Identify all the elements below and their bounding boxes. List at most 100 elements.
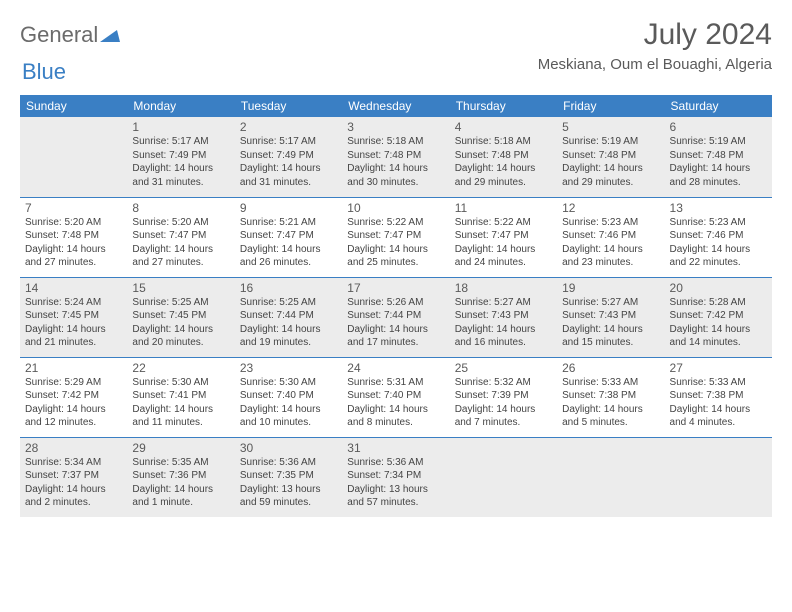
sunrise-text: Sunrise: 5:23 AM	[562, 216, 659, 230]
daylight-text: Daylight: 14 hours	[132, 483, 229, 497]
sunset-text: Sunset: 7:45 PM	[25, 309, 122, 323]
daylight-text: and 22 minutes.	[670, 256, 767, 270]
sunset-text: Sunset: 7:43 PM	[562, 309, 659, 323]
calendar-week-row: 14Sunrise: 5:24 AMSunset: 7:45 PMDayligh…	[20, 277, 772, 357]
daylight-text: Daylight: 14 hours	[347, 243, 444, 257]
daylight-text: and 20 minutes.	[132, 336, 229, 350]
sunset-text: Sunset: 7:38 PM	[562, 389, 659, 403]
sunset-text: Sunset: 7:40 PM	[240, 389, 337, 403]
calendar-day-cell: 22Sunrise: 5:30 AMSunset: 7:41 PMDayligh…	[127, 357, 234, 437]
calendar-day-cell: 15Sunrise: 5:25 AMSunset: 7:45 PMDayligh…	[127, 277, 234, 357]
daylight-text: and 15 minutes.	[562, 336, 659, 350]
sunrise-text: Sunrise: 5:17 AM	[132, 135, 229, 149]
day-number: 14	[25, 281, 122, 295]
day-number: 9	[240, 201, 337, 215]
daylight-text: Daylight: 14 hours	[562, 403, 659, 417]
day-number: 29	[132, 441, 229, 455]
daylight-text: and 19 minutes.	[240, 336, 337, 350]
sunrise-text: Sunrise: 5:22 AM	[455, 216, 552, 230]
daylight-text: and 1 minute.	[132, 496, 229, 510]
brand-logo: General	[20, 18, 120, 48]
sunrise-text: Sunrise: 5:30 AM	[240, 376, 337, 390]
calendar-day-cell: 2Sunrise: 5:17 AMSunset: 7:49 PMDaylight…	[235, 117, 342, 197]
sunrise-text: Sunrise: 5:30 AM	[132, 376, 229, 390]
day-number: 27	[670, 361, 767, 375]
daylight-text: Daylight: 14 hours	[455, 162, 552, 176]
calendar-day-cell: 1Sunrise: 5:17 AMSunset: 7:49 PMDaylight…	[127, 117, 234, 197]
calendar-week-row: 21Sunrise: 5:29 AMSunset: 7:42 PMDayligh…	[20, 357, 772, 437]
title-block: July 2024 Meskiana, Oum el Bouaghi, Alge…	[538, 18, 772, 73]
calendar-day-cell: 17Sunrise: 5:26 AMSunset: 7:44 PMDayligh…	[342, 277, 449, 357]
calendar-day-cell: 10Sunrise: 5:22 AMSunset: 7:47 PMDayligh…	[342, 197, 449, 277]
daylight-text: and 29 minutes.	[455, 176, 552, 190]
calendar-day-cell: 26Sunrise: 5:33 AMSunset: 7:38 PMDayligh…	[557, 357, 664, 437]
sunset-text: Sunset: 7:36 PM	[132, 469, 229, 483]
sunrise-text: Sunrise: 5:31 AM	[347, 376, 444, 390]
calendar-day-cell	[450, 437, 557, 517]
daylight-text: and 5 minutes.	[562, 416, 659, 430]
sunrise-text: Sunrise: 5:19 AM	[562, 135, 659, 149]
day-number: 25	[455, 361, 552, 375]
daylight-text: Daylight: 14 hours	[132, 243, 229, 257]
calendar-week-row: 7Sunrise: 5:20 AMSunset: 7:48 PMDaylight…	[20, 197, 772, 277]
daylight-text: and 24 minutes.	[455, 256, 552, 270]
day-number: 24	[347, 361, 444, 375]
daylight-text: and 8 minutes.	[347, 416, 444, 430]
daylight-text: and 23 minutes.	[562, 256, 659, 270]
calendar-day-cell: 21Sunrise: 5:29 AMSunset: 7:42 PMDayligh…	[20, 357, 127, 437]
sunrise-text: Sunrise: 5:32 AM	[455, 376, 552, 390]
sunrise-text: Sunrise: 5:29 AM	[25, 376, 122, 390]
daylight-text: and 14 minutes.	[670, 336, 767, 350]
daylight-text: and 29 minutes.	[562, 176, 659, 190]
sunrise-text: Sunrise: 5:25 AM	[240, 296, 337, 310]
day-number: 1	[132, 120, 229, 134]
daylight-text: and 16 minutes.	[455, 336, 552, 350]
calendar-day-cell: 9Sunrise: 5:21 AMSunset: 7:47 PMDaylight…	[235, 197, 342, 277]
daylight-text: Daylight: 14 hours	[455, 323, 552, 337]
day-number: 22	[132, 361, 229, 375]
daylight-text: Daylight: 14 hours	[670, 323, 767, 337]
daylight-text: and 21 minutes.	[25, 336, 122, 350]
calendar-day-cell: 6Sunrise: 5:19 AMSunset: 7:48 PMDaylight…	[665, 117, 772, 197]
sunset-text: Sunset: 7:48 PM	[670, 149, 767, 163]
calendar-week-row: 1Sunrise: 5:17 AMSunset: 7:49 PMDaylight…	[20, 117, 772, 197]
day-number: 12	[562, 201, 659, 215]
calendar-day-cell	[557, 437, 664, 517]
daylight-text: and 12 minutes.	[25, 416, 122, 430]
sunset-text: Sunset: 7:47 PM	[240, 229, 337, 243]
calendar-header-row: SundayMondayTuesdayWednesdayThursdayFrid…	[20, 95, 772, 117]
sunset-text: Sunset: 7:48 PM	[562, 149, 659, 163]
calendar-day-cell	[20, 117, 127, 197]
day-number: 8	[132, 201, 229, 215]
sunrise-text: Sunrise: 5:17 AM	[240, 135, 337, 149]
daylight-text: and 17 minutes.	[347, 336, 444, 350]
calendar-day-cell: 14Sunrise: 5:24 AMSunset: 7:45 PMDayligh…	[20, 277, 127, 357]
day-number: 2	[240, 120, 337, 134]
daylight-text: Daylight: 14 hours	[347, 162, 444, 176]
daylight-text: Daylight: 14 hours	[562, 162, 659, 176]
calendar-day-cell: 29Sunrise: 5:35 AMSunset: 7:36 PMDayligh…	[127, 437, 234, 517]
sunrise-text: Sunrise: 5:33 AM	[562, 376, 659, 390]
sunset-text: Sunset: 7:46 PM	[562, 229, 659, 243]
daylight-text: Daylight: 14 hours	[25, 243, 122, 257]
calendar-day-cell	[665, 437, 772, 517]
daylight-text: Daylight: 14 hours	[347, 323, 444, 337]
daylight-text: Daylight: 14 hours	[132, 323, 229, 337]
daylight-text: Daylight: 13 hours	[240, 483, 337, 497]
calendar-day-cell: 27Sunrise: 5:33 AMSunset: 7:38 PMDayligh…	[665, 357, 772, 437]
sunrise-text: Sunrise: 5:36 AM	[347, 456, 444, 470]
daylight-text: Daylight: 14 hours	[562, 323, 659, 337]
day-of-week-header: Thursday	[450, 95, 557, 117]
day-of-week-header: Tuesday	[235, 95, 342, 117]
sunset-text: Sunset: 7:44 PM	[347, 309, 444, 323]
sunrise-text: Sunrise: 5:22 AM	[347, 216, 444, 230]
daylight-text: and 31 minutes.	[132, 176, 229, 190]
daylight-text: and 59 minutes.	[240, 496, 337, 510]
sunset-text: Sunset: 7:34 PM	[347, 469, 444, 483]
calendar-day-cell: 18Sunrise: 5:27 AMSunset: 7:43 PMDayligh…	[450, 277, 557, 357]
sunrise-text: Sunrise: 5:27 AM	[455, 296, 552, 310]
brand-triangle-icon	[100, 28, 120, 42]
daylight-text: and 30 minutes.	[347, 176, 444, 190]
day-number: 28	[25, 441, 122, 455]
month-title: July 2024	[538, 18, 772, 52]
